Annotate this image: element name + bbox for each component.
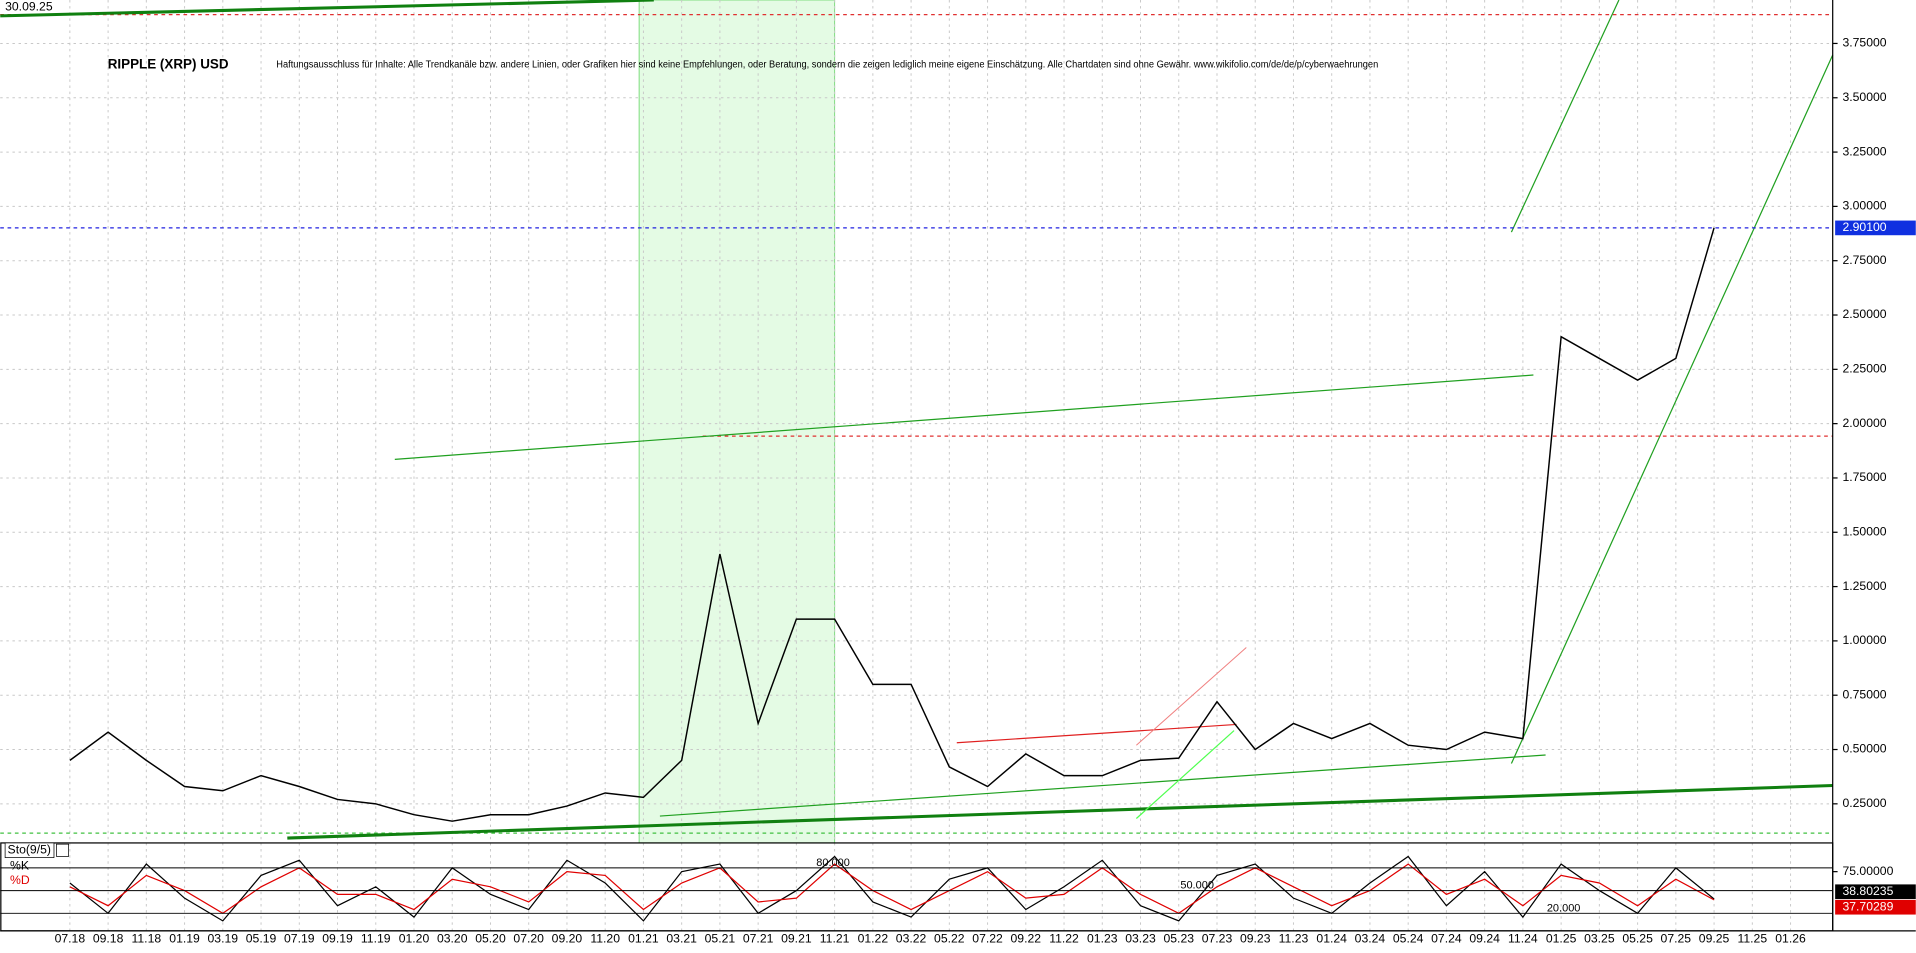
x-tick-label: 05.20 [475,932,506,946]
x-tick-label: 05.19 [246,932,277,946]
current-price-box [1835,220,1916,236]
x-tick-label: 01.26 [1775,932,1806,946]
x-tick-label: 01.20 [399,932,430,946]
y-tick-label: 0.75000 [1842,687,1886,701]
trend-line [1135,730,1235,819]
y-tick-label: 0.50000 [1842,742,1886,756]
x-tick-label: 07.19 [284,932,315,946]
y-tick-label: 1.25000 [1842,579,1886,593]
x-tick-label: 07.22 [972,932,1003,946]
level-label: 50.000 [1180,880,1214,892]
y-tick-label: 0.25000 [1842,796,1886,810]
x-tick-label: 03.21 [666,932,697,946]
x-tick-label: 05.25 [1622,932,1653,946]
trend-line [1136,647,1247,746]
current-value-label: 37.70289 [1842,899,1893,913]
x-tick-label: 07.25 [1661,932,1692,946]
y-tick-label: 3.00000 [1842,199,1886,213]
y-tick-label: 2.75000 [1842,253,1886,267]
indicator-label: Sto(9/5) [8,842,51,856]
y-tick-label: 75.00000 [1842,864,1893,878]
trend-line [659,754,1546,817]
x-tick-label: 01.23 [1087,932,1118,946]
trend-line [1510,54,1834,764]
x-tick-label: 11.22 [1049,932,1079,946]
x-tick-label: 01.25 [1546,932,1577,946]
current-value-box [1835,884,1916,900]
x-tick-label: 09.25 [1699,932,1730,946]
x-tick-label: 03.22 [896,932,927,946]
chart-title: RIPPLE (XRP) USD [108,56,229,71]
x-tick-label: 11.23 [1279,932,1309,946]
level-label: 20.000 [1547,902,1581,914]
x-tick-label: 09.20 [552,932,583,946]
x-tick-label: 03.24 [1355,932,1386,946]
indicator-label-box [4,842,55,858]
x-tick-label: 11.21 [820,932,850,946]
y-tick-label: 1.50000 [1842,524,1886,538]
x-tick-label: 01.24 [1316,932,1347,946]
x-tick-label: 09.21 [781,932,812,946]
data-line [69,863,1715,915]
y-tick-label: 2.00000 [1842,416,1886,430]
x-tick-label: 03.20 [437,932,468,946]
y-tick-label: 3.75000 [1842,36,1886,50]
x-tick-label: 01.19 [169,932,200,946]
x-tick-label: 11.25 [1737,932,1767,946]
x-tick-label: 11.18 [132,932,162,946]
x-tick-label: 05.23 [1163,932,1194,946]
x-tick-label: 09.23 [1240,932,1271,946]
date-label: 30.09.25 [5,0,53,14]
trend-line [956,723,1237,744]
x-tick-label: 07.24 [1431,932,1462,946]
legend-entry: %K [10,858,29,872]
highlight-zone [638,0,836,844]
y-tick-label: 1.00000 [1842,633,1886,647]
x-tick-label: 11.20 [590,932,620,946]
y-tick-label: 3.50000 [1842,90,1886,104]
x-tick-label: 07.20 [513,932,544,946]
x-tick-label: 09.22 [1011,932,1042,946]
y-tick-label: 2.25000 [1842,362,1886,376]
level-label: 80.000 [816,857,850,869]
x-tick-label: 09.18 [93,932,124,946]
x-tick-label: 05.21 [705,932,736,946]
plot [69,227,1715,922]
x-tick-label: 03.19 [208,932,239,946]
x-tick-label: 05.22 [934,932,965,946]
x-tick-label: 09.19 [322,932,353,946]
current-price-label: 2.90100 [1842,220,1886,234]
trend-line [0,0,654,18]
add-button[interactable] [56,843,70,857]
legend-entry: %D [10,873,30,887]
y-tick-label: 2.50000 [1842,307,1886,321]
trend-line [394,374,1534,460]
x-tick-label: 11.24 [1508,932,1538,946]
x-tick-label: 03.25 [1584,932,1615,946]
trend-line [1510,0,1620,233]
y-tick-label: 1.75000 [1842,470,1886,484]
trend-line [287,783,1833,840]
disclaimer: Haftungsausschluss für Inhalte: Alle Tre… [276,59,1378,70]
x-tick-label: 01.21 [628,932,659,946]
current-value-box [1835,899,1916,915]
x-tick-label: 03.23 [1125,932,1156,946]
x-tick-label: 09.24 [1469,932,1500,946]
x-tick-label: 07.23 [1202,932,1233,946]
trend-lines [0,0,1834,840]
data-line [69,227,1715,822]
x-tick-label: 07.18 [55,932,86,946]
y-tick-label: 3.25000 [1842,144,1886,158]
x-tick-label: 01.22 [858,932,889,946]
current-value-label: 38.80235 [1842,884,1893,898]
x-tick-label: 07.21 [743,932,774,946]
x-tick-label: 05.24 [1393,932,1424,946]
x-tick-label: 11.19 [361,932,391,946]
data-line [69,855,1715,922]
